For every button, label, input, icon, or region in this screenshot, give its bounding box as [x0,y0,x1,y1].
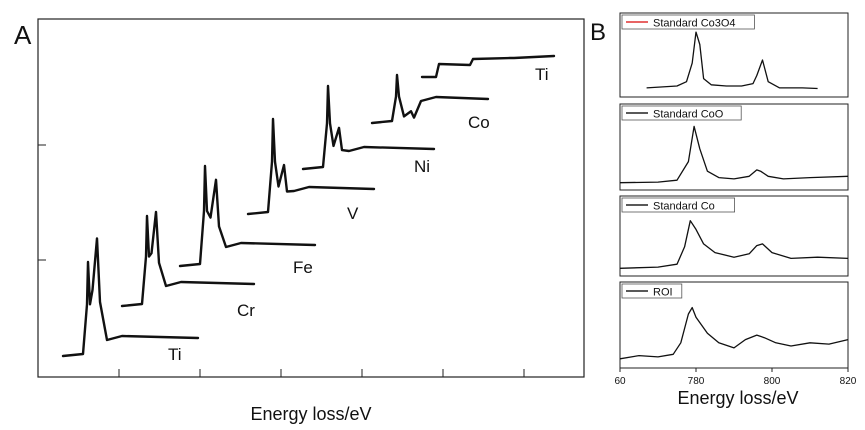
panel-b-plots: Standard Co3O4 Standard CoO Standard Co ROI [619,12,849,369]
panel-a-curve [120,210,256,308]
panel-b: B Standard Co3O4 Standard CoO Standard Co R… [590,12,857,408]
panel-a-curves: Ti Cr Fe V Ni Co Ti [61,54,556,364]
panel-b-plot-frame [619,103,849,191]
panel-b-legend: ROI [621,283,683,299]
panel-a-curve [301,84,436,171]
panel-b-tick-label: 60 [614,376,626,387]
panel-a-curve [370,73,490,125]
panel-a: A Ti Cr Fe V Ni Co Ti Energy loss/eV [14,18,585,424]
panel-b-plot-frame [619,281,849,369]
panel-b-legend: Standard Co3O4 [621,14,755,30]
panel-b-xlabel: Energy loss/eV [677,388,798,408]
panel-b-series-line [646,31,818,90]
panel-a-frame [37,18,585,378]
panel-b-plot-frame [619,195,849,277]
panel-b-tick-label: 800 [764,376,781,387]
panel-a-curve-label: Ni [414,157,430,176]
panel-b-legend: Standard Co [621,197,735,213]
panel-b-plot-frame [619,12,849,98]
panel-b-legend-label: Standard Co [653,201,715,213]
panel-a-xlabel: Energy loss/eV [250,404,371,424]
panel-a-curve-label: Fe [293,258,313,277]
panel-b-series-line [619,220,849,269]
panel-b-legend: Standard CoO [621,105,742,121]
panel-a-curve-label: V [347,204,359,223]
panel-b-tick-label: 820 [840,376,857,387]
panel-a-curve [178,164,317,268]
panel-a-curve [61,237,200,358]
panel-a-ticks [38,144,525,377]
panel-a-curve [420,54,556,79]
panel-b-x-axis: 60 780 800 820 [614,368,857,387]
panel-a-curve-label: Cr [237,301,255,320]
panel-b-legend-label: ROI [653,287,673,299]
panel-b-legend-label: Standard Co3O4 [653,18,736,30]
panel-a-curve-label: Co [468,113,490,132]
panel-b-series-line [619,306,849,360]
panel-a-curve-label: Ti [168,345,182,364]
panel-a-curve [246,117,376,216]
panel-b-tick-label: 780 [688,376,705,387]
panel-a-curve-label: Ti [535,65,549,84]
panel-b-series-line [619,125,849,184]
panel-b-letter: B [590,19,606,46]
panel-a-letter: A [14,20,32,50]
panel-b-legend-label: Standard CoO [653,109,724,121]
